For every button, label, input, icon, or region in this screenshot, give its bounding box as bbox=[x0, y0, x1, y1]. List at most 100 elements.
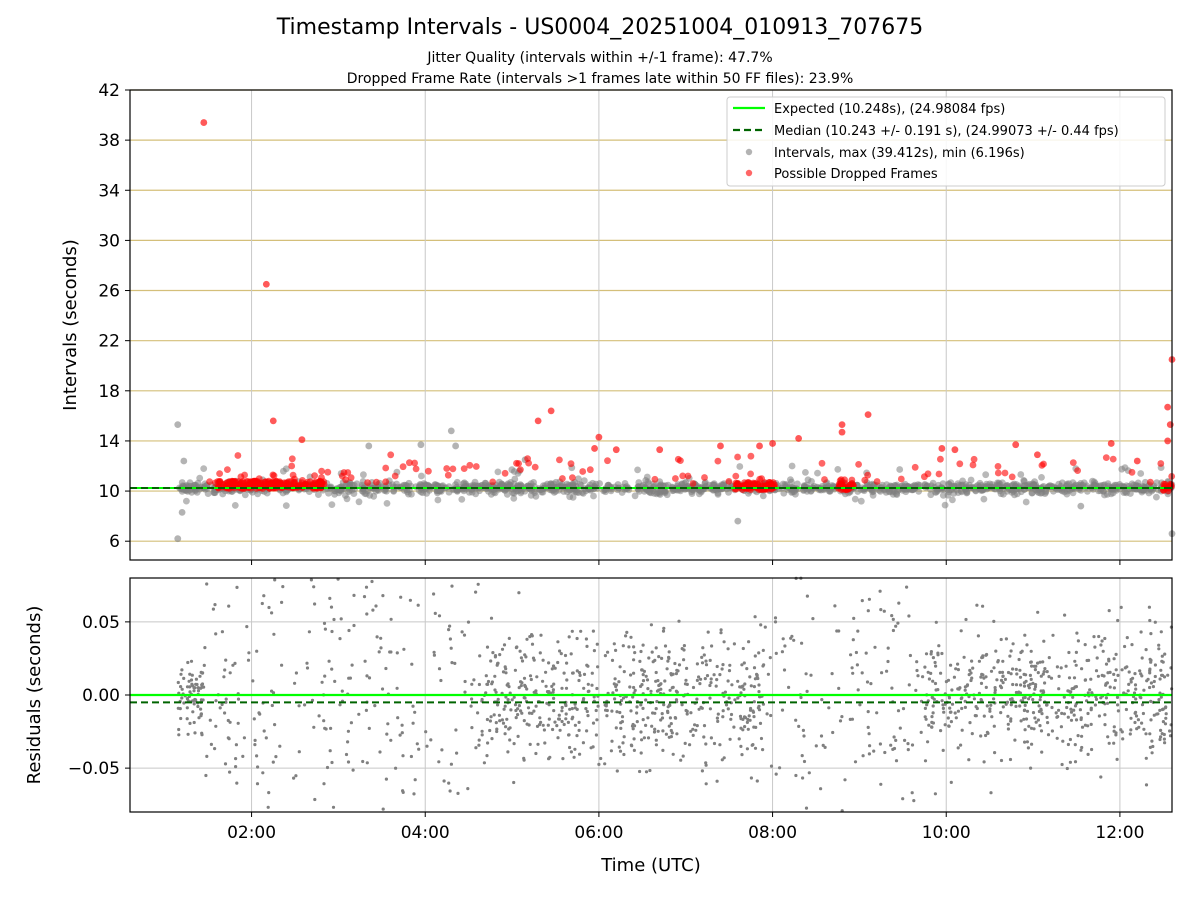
residual-point bbox=[766, 672, 771, 676]
residual-point bbox=[556, 640, 560, 644]
residual-point bbox=[996, 659, 1000, 663]
residual-point bbox=[307, 630, 311, 634]
residual-point bbox=[751, 743, 755, 747]
residual-point bbox=[661, 729, 665, 733]
residual-point bbox=[242, 736, 246, 740]
residual-point bbox=[522, 756, 526, 761]
residual-point bbox=[494, 690, 498, 694]
interval-point bbox=[355, 498, 363, 506]
residual-point bbox=[187, 679, 191, 683]
residual-point bbox=[1076, 639, 1080, 643]
residual-point bbox=[1059, 666, 1063, 670]
residual-point bbox=[728, 737, 732, 741]
residual-point bbox=[732, 642, 737, 646]
residual-point bbox=[220, 702, 224, 707]
residual-point bbox=[654, 743, 659, 747]
residual-point bbox=[919, 730, 923, 735]
interval-point bbox=[365, 442, 373, 450]
interval-point bbox=[372, 487, 380, 495]
residual-point bbox=[880, 671, 884, 675]
residual-point bbox=[408, 598, 412, 602]
interval-point bbox=[1084, 488, 1091, 495]
residual-point bbox=[411, 704, 415, 708]
residual-point bbox=[1036, 610, 1040, 614]
residual-point bbox=[1009, 719, 1013, 723]
residual-point bbox=[231, 663, 235, 667]
dropped-frame-point bbox=[717, 442, 724, 450]
residual-point bbox=[891, 628, 896, 633]
dropped-frame-point bbox=[747, 470, 754, 478]
residuals-points bbox=[176, 576, 1174, 813]
residual-point bbox=[530, 711, 534, 716]
residual-point bbox=[1029, 677, 1033, 682]
residual-point bbox=[993, 688, 997, 692]
dropped-frame-point bbox=[821, 476, 828, 483]
residual-point bbox=[727, 669, 732, 673]
residual-point bbox=[1025, 643, 1029, 647]
residual-point bbox=[1038, 724, 1042, 728]
residual-point bbox=[974, 705, 978, 709]
residual-point bbox=[271, 760, 275, 764]
residual-point bbox=[1041, 672, 1045, 676]
residual-point bbox=[993, 751, 997, 755]
residual-point bbox=[649, 623, 654, 627]
residual-point bbox=[546, 723, 550, 727]
dropped-frame-point bbox=[387, 451, 395, 459]
residual-point bbox=[856, 629, 860, 633]
residual-point bbox=[453, 661, 457, 666]
residual-point bbox=[214, 724, 218, 728]
residual-point bbox=[840, 715, 844, 719]
residual-point bbox=[346, 760, 351, 764]
residual-point bbox=[644, 674, 648, 678]
residual-point bbox=[1050, 705, 1054, 710]
residual-point bbox=[676, 669, 680, 673]
residual-point bbox=[450, 584, 454, 588]
residual-point bbox=[1046, 733, 1051, 737]
residual-point bbox=[742, 661, 746, 665]
residual-point bbox=[1022, 717, 1026, 721]
residual-point bbox=[773, 616, 778, 620]
residual-point bbox=[1112, 725, 1116, 729]
residual-point bbox=[517, 686, 521, 690]
residual-point bbox=[999, 637, 1003, 642]
dropped-frame-point bbox=[513, 459, 520, 467]
residual-point bbox=[631, 727, 635, 731]
residual-point bbox=[697, 675, 701, 679]
time-x-tick-label: 08:00 bbox=[748, 823, 797, 843]
residual-point bbox=[1099, 775, 1103, 779]
residual-point bbox=[702, 735, 706, 739]
residual-point bbox=[214, 699, 218, 703]
residual-point bbox=[921, 675, 925, 679]
residual-point bbox=[1018, 704, 1022, 708]
dropped-frame-point bbox=[283, 479, 291, 487]
residual-point bbox=[609, 749, 614, 753]
residual-point bbox=[501, 721, 506, 725]
residual-point bbox=[654, 707, 658, 711]
residual-point bbox=[898, 726, 902, 730]
interval-point bbox=[1077, 480, 1085, 487]
residual-point bbox=[401, 754, 405, 758]
interval-point bbox=[358, 483, 366, 491]
residual-point bbox=[939, 729, 943, 733]
residual-point bbox=[572, 755, 576, 759]
residual-point bbox=[597, 762, 601, 767]
interval-point bbox=[1061, 488, 1068, 496]
residual-point bbox=[541, 658, 545, 662]
intervals-y-tick-label: 22 bbox=[98, 332, 120, 352]
residual-point bbox=[189, 659, 194, 663]
dropped-frame-point bbox=[1074, 467, 1081, 474]
residual-point bbox=[610, 739, 614, 743]
residual-point bbox=[940, 699, 944, 703]
interval-point bbox=[1038, 474, 1045, 481]
residual-point bbox=[809, 673, 813, 677]
residual-point bbox=[1005, 700, 1010, 704]
residual-point bbox=[1155, 712, 1159, 716]
residual-point bbox=[700, 661, 705, 665]
residual-point bbox=[594, 708, 598, 713]
residual-point bbox=[1072, 676, 1077, 680]
interval-point bbox=[980, 495, 988, 503]
residual-point bbox=[992, 619, 996, 624]
dropped-frame-point bbox=[1069, 459, 1077, 466]
